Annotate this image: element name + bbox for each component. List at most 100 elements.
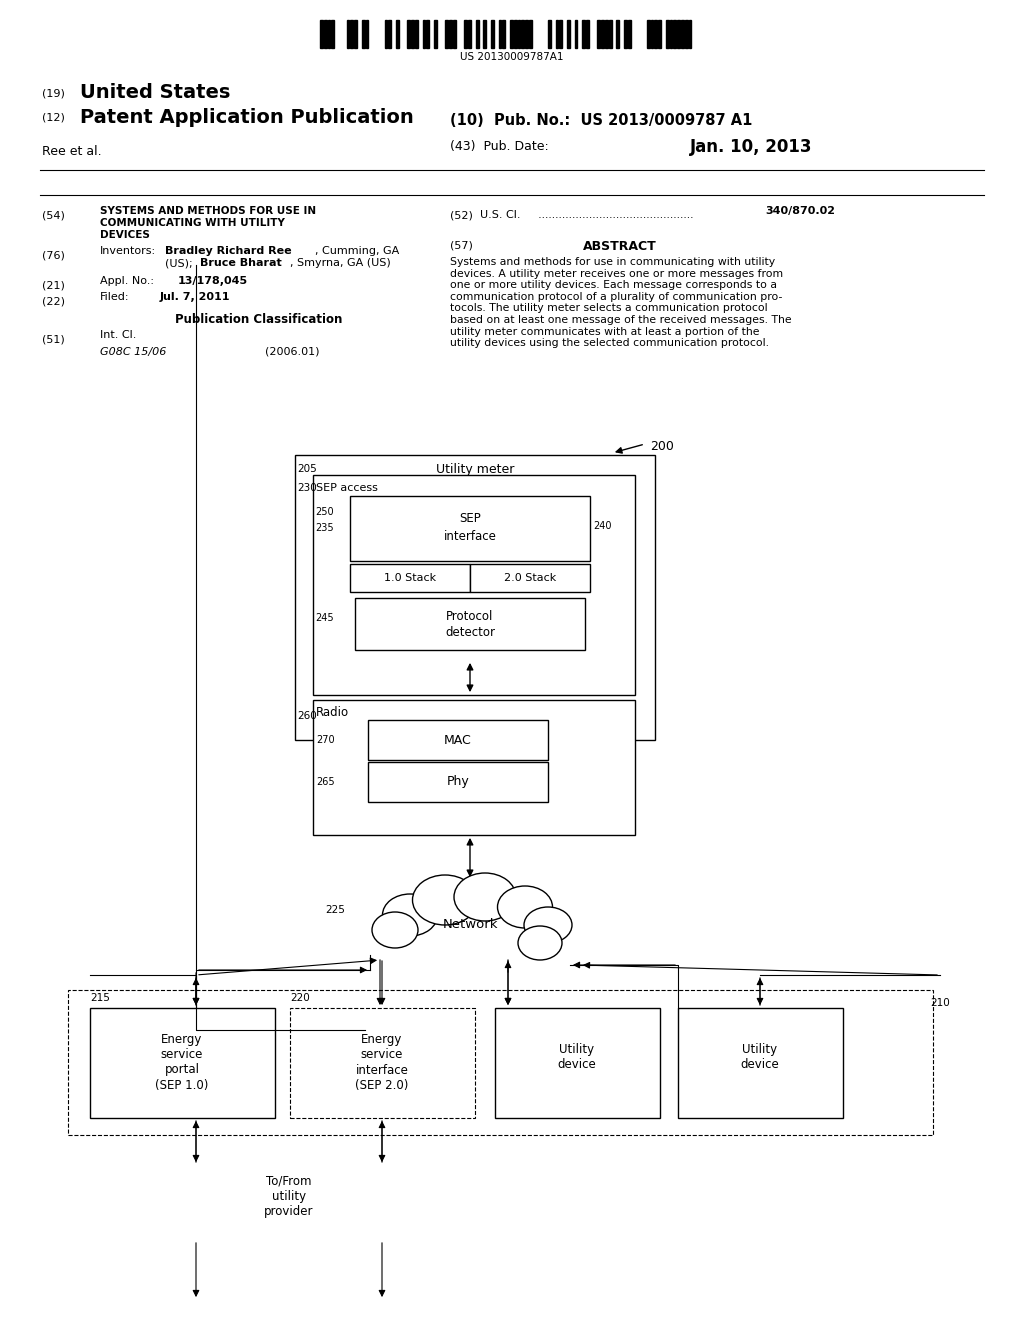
Bar xyxy=(583,20,585,48)
Bar xyxy=(450,20,452,48)
Text: Utility: Utility xyxy=(559,1044,595,1056)
Bar xyxy=(521,20,524,48)
Text: device: device xyxy=(740,1059,779,1072)
Text: Jan. 10, 2013: Jan. 10, 2013 xyxy=(690,139,812,156)
Bar xyxy=(295,455,655,741)
Text: (SEP 1.0): (SEP 1.0) xyxy=(156,1078,209,1092)
Bar xyxy=(658,20,662,48)
Bar xyxy=(647,20,649,48)
Bar xyxy=(525,20,528,48)
Text: 230: 230 xyxy=(297,483,316,492)
Text: 13/178,045: 13/178,045 xyxy=(178,276,248,286)
Text: (19): (19) xyxy=(42,88,65,98)
Text: Energy: Energy xyxy=(361,1034,402,1047)
Bar xyxy=(586,20,589,48)
Text: (SEP 2.0): (SEP 2.0) xyxy=(355,1078,409,1092)
Text: To/From: To/From xyxy=(266,1175,311,1188)
Text: (43)  Pub. Date:: (43) Pub. Date: xyxy=(450,140,549,153)
Bar xyxy=(670,20,673,48)
Bar xyxy=(628,20,631,48)
Bar xyxy=(677,20,680,48)
Bar xyxy=(476,20,478,48)
Text: 235: 235 xyxy=(315,523,334,533)
Bar xyxy=(666,20,669,48)
Bar xyxy=(559,20,562,48)
Text: SEP access: SEP access xyxy=(316,483,378,492)
Bar xyxy=(350,496,590,561)
Text: Publication Classification: Publication Classification xyxy=(175,313,342,326)
Ellipse shape xyxy=(518,927,562,960)
Bar xyxy=(517,20,520,48)
Text: 215: 215 xyxy=(90,993,110,1003)
Text: Bruce Bharat: Bruce Bharat xyxy=(200,257,282,268)
Text: 220: 220 xyxy=(290,993,309,1003)
Text: , Smyrna, GA (US): , Smyrna, GA (US) xyxy=(290,257,391,268)
Text: Ree et al.: Ree et al. xyxy=(42,145,101,158)
Text: Jul. 7, 2011: Jul. 7, 2011 xyxy=(160,292,230,302)
Bar xyxy=(324,20,327,48)
Text: 340/870.02: 340/870.02 xyxy=(765,206,835,216)
Text: 260: 260 xyxy=(297,711,316,721)
Bar xyxy=(510,20,513,48)
Text: (54): (54) xyxy=(42,210,65,220)
Bar xyxy=(423,20,425,48)
Text: 250: 250 xyxy=(315,507,334,517)
Text: Bradley Richard Ree: Bradley Richard Ree xyxy=(165,246,292,256)
Text: (51): (51) xyxy=(42,334,65,345)
Text: 270: 270 xyxy=(316,735,335,744)
Bar xyxy=(426,20,429,48)
Text: , Cumming, GA: , Cumming, GA xyxy=(315,246,399,256)
Text: SYSTEMS AND METHODS FOR USE IN: SYSTEMS AND METHODS FOR USE IN xyxy=(100,206,316,216)
Bar xyxy=(366,20,369,48)
Bar xyxy=(567,20,569,48)
Bar xyxy=(574,20,578,48)
Bar xyxy=(415,20,418,48)
Text: G08C 15/06: G08C 15/06 xyxy=(100,347,166,356)
Ellipse shape xyxy=(524,907,572,942)
Text: (76): (76) xyxy=(42,249,65,260)
Text: Utility: Utility xyxy=(742,1044,777,1056)
Text: device: device xyxy=(558,1059,596,1072)
Text: Energy: Energy xyxy=(162,1034,203,1047)
Bar xyxy=(313,475,635,696)
Bar xyxy=(483,20,486,48)
Text: provider: provider xyxy=(264,1205,313,1218)
Bar xyxy=(650,20,653,48)
Bar xyxy=(370,900,570,960)
Text: interface: interface xyxy=(443,529,497,543)
Bar xyxy=(361,20,365,48)
Bar xyxy=(328,20,331,48)
Text: Filed:: Filed: xyxy=(100,292,129,302)
Bar xyxy=(609,20,611,48)
Text: 2.0 Stack: 2.0 Stack xyxy=(504,573,556,583)
Ellipse shape xyxy=(454,873,516,921)
Text: 210: 210 xyxy=(930,998,949,1008)
Bar xyxy=(332,20,334,48)
Ellipse shape xyxy=(383,894,437,936)
Text: Patent Application Publication: Patent Application Publication xyxy=(80,108,414,127)
Bar xyxy=(529,20,531,48)
Text: portal: portal xyxy=(165,1064,200,1077)
Bar xyxy=(514,20,517,48)
Bar xyxy=(605,20,608,48)
Bar xyxy=(601,20,604,48)
Bar xyxy=(68,990,933,1135)
Text: MAC: MAC xyxy=(444,734,472,747)
Bar xyxy=(408,20,411,48)
Bar xyxy=(616,20,620,48)
Bar xyxy=(350,564,470,591)
Bar xyxy=(388,20,391,48)
Bar xyxy=(350,20,353,48)
Bar xyxy=(355,598,585,649)
Text: ABSTRACT: ABSTRACT xyxy=(583,240,656,253)
Bar xyxy=(346,20,349,48)
Bar xyxy=(90,1008,275,1118)
Bar xyxy=(368,762,548,803)
Bar xyxy=(470,564,590,591)
Ellipse shape xyxy=(372,912,418,948)
Bar xyxy=(313,700,635,836)
Text: U.S. Cl.: U.S. Cl. xyxy=(480,210,520,220)
Bar xyxy=(445,20,449,48)
Bar xyxy=(385,20,387,48)
Text: US 20130009787A1: US 20130009787A1 xyxy=(460,51,564,62)
